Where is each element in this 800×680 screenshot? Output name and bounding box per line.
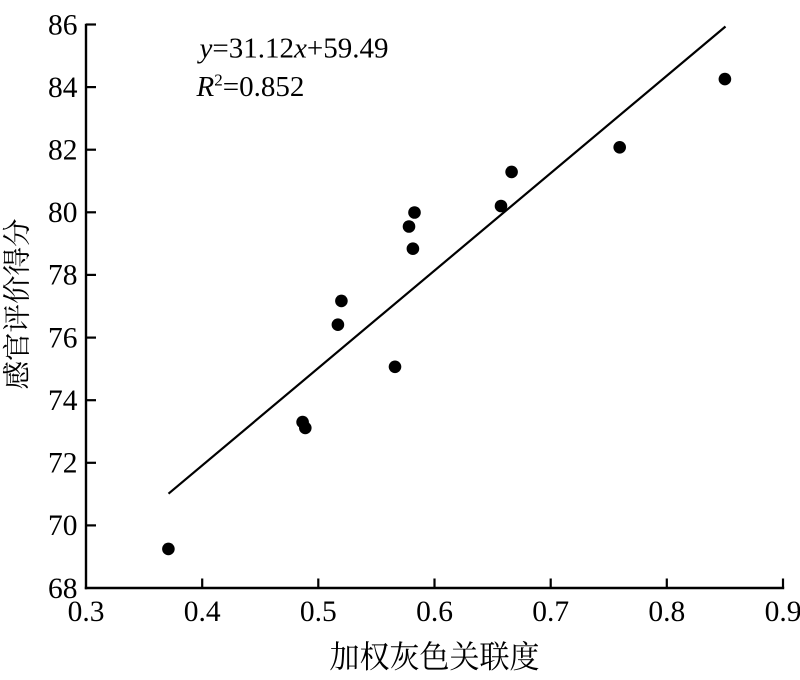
svg-text:0.7: 0.7: [532, 596, 569, 628]
svg-text:74: 74: [48, 385, 78, 417]
svg-text:80: 80: [48, 197, 78, 229]
svg-text:76: 76: [48, 322, 78, 354]
svg-text:84: 84: [48, 72, 78, 104]
svg-text:0.5: 0.5: [300, 596, 337, 628]
svg-text:0.3: 0.3: [68, 596, 105, 628]
svg-text:68: 68: [48, 573, 78, 605]
svg-text:86: 86: [48, 9, 78, 41]
svg-text:0.6: 0.6: [416, 596, 453, 628]
svg-text:70: 70: [48, 510, 78, 542]
svg-text:0.4: 0.4: [184, 596, 221, 628]
svg-text:72: 72: [48, 448, 78, 480]
svg-text:78: 78: [48, 260, 78, 292]
svg-text:0.9: 0.9: [765, 596, 800, 628]
svg-text:R2=0.852: R2=0.852: [196, 71, 305, 104]
svg-text:82: 82: [48, 135, 78, 167]
svg-text:y=31.12x+59.49: y=31.12x+59.49: [197, 33, 389, 65]
svg-text:0.8: 0.8: [648, 596, 685, 628]
